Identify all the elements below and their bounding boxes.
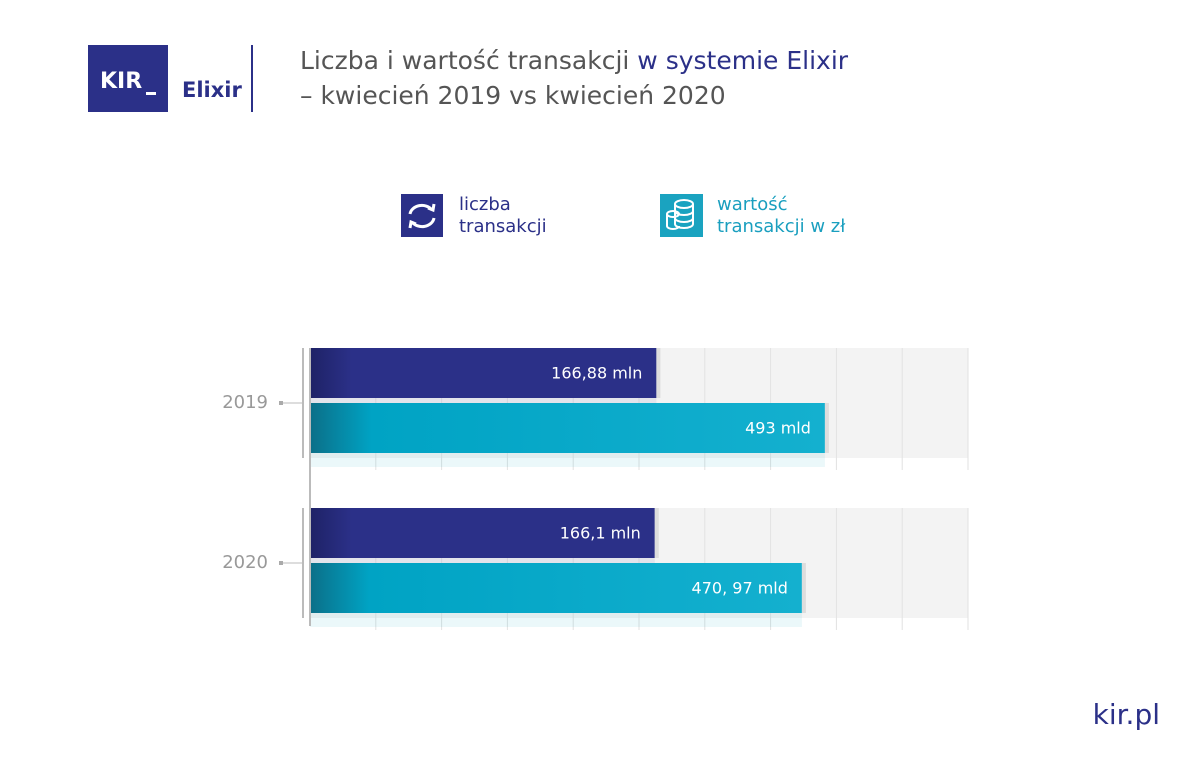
bar-shadow <box>310 613 802 627</box>
legend-line: transakcji w zł <box>717 216 846 237</box>
bar-edge <box>801 563 806 613</box>
logo-text: KIR <box>100 69 142 94</box>
bar <box>310 563 802 613</box>
bar <box>310 508 655 558</box>
legend-icon-arrows <box>408 203 436 229</box>
legend-icon <box>401 194 443 237</box>
legend-line: wartość <box>717 194 788 215</box>
legend-line: transakcji <box>459 216 547 237</box>
bar <box>310 348 657 398</box>
title-part: Liczba i wartość transakcji <box>300 46 629 75</box>
bar-edge <box>654 508 659 558</box>
footer-url: kir.pl <box>1093 698 1160 731</box>
value-label: 166,1 mln <box>560 524 641 543</box>
logo-bar <box>146 92 156 95</box>
legend-label: liczba transakcji <box>459 194 547 237</box>
chart-title: Liczba i wartość transakcji w systemie E… <box>300 46 849 75</box>
category-tick-dot <box>279 561 283 565</box>
value-label: 166,88 mln <box>551 364 642 383</box>
category-label: 2020 <box>222 552 268 573</box>
value-label: 493 mld <box>745 419 811 438</box>
brand: Elixir <box>182 78 242 102</box>
category-tick-dot <box>279 401 283 405</box>
bar-shadow <box>310 453 825 467</box>
legend-label: wartość transakcji w zł <box>717 194 846 237</box>
logo-box <box>88 45 168 112</box>
bar-edge <box>824 403 829 453</box>
legend-icon-coins <box>666 199 694 230</box>
bar-edge <box>656 348 661 398</box>
chart-subtitle: – kwiecień 2019 vs kwiecień 2020 <box>300 81 726 110</box>
legend-line: liczba <box>459 194 511 215</box>
category-label: 2019 <box>222 392 268 413</box>
bar <box>310 403 825 453</box>
value-label: 470, 97 mld <box>692 579 788 598</box>
title-part: w systemie Elixir <box>637 46 848 75</box>
